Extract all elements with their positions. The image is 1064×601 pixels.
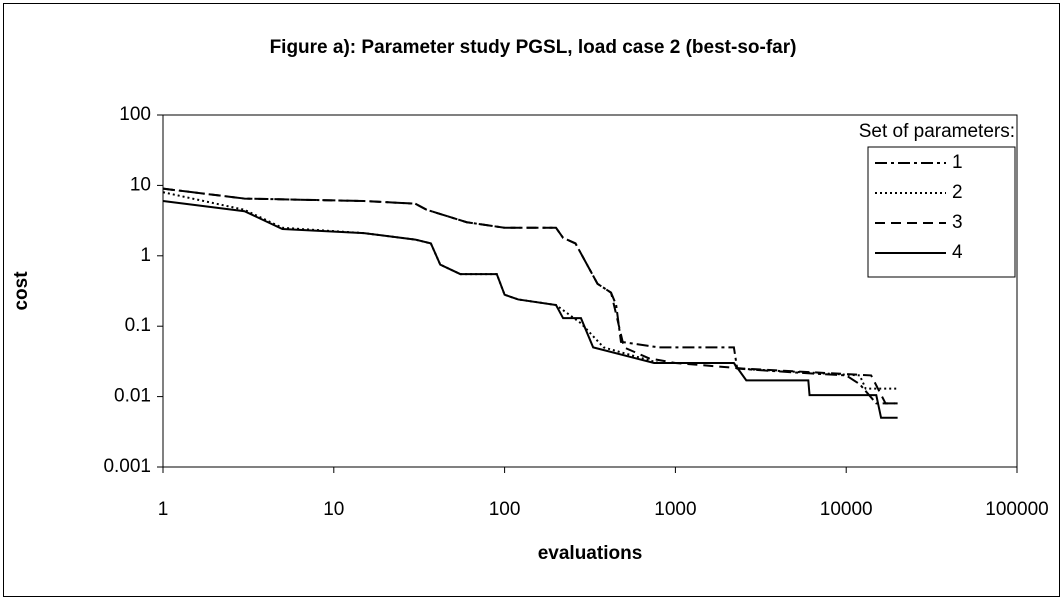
legend-label: 2	[952, 182, 963, 203]
x-tick-label: 10000	[820, 499, 873, 520]
x-tick-label: 1	[158, 499, 169, 520]
legend-label: 1	[952, 152, 963, 173]
chart-border	[3, 3, 1060, 597]
y-tick-label: 0.001	[103, 456, 151, 477]
x-tick-label: 10	[323, 499, 344, 520]
y-tick-label: 100	[119, 104, 151, 125]
legend-label: 4	[952, 242, 963, 263]
plot-area	[162, 114, 1018, 468]
y-tick-label: 0.01	[114, 386, 151, 407]
legend-box	[867, 146, 1016, 278]
legend-title: Set of parameters:	[859, 121, 1015, 142]
x-tick-label: 100000	[985, 499, 1048, 520]
y-tick-label: 1	[140, 245, 151, 266]
y-tick-label: 0.1	[125, 315, 151, 336]
series-line	[162, 187, 898, 405]
chart-title: Figure a): Parameter study PGSL, load ca…	[270, 37, 797, 58]
x-tick-label: 1000	[654, 499, 696, 520]
y-tick-label: 10	[130, 174, 151, 195]
x-tick-label: 100	[489, 499, 521, 520]
x-axis-label: evaluations	[538, 543, 643, 564]
y-axis-label: cost	[11, 271, 32, 311]
series-line	[162, 200, 898, 419]
legend-label: 3	[952, 212, 963, 233]
